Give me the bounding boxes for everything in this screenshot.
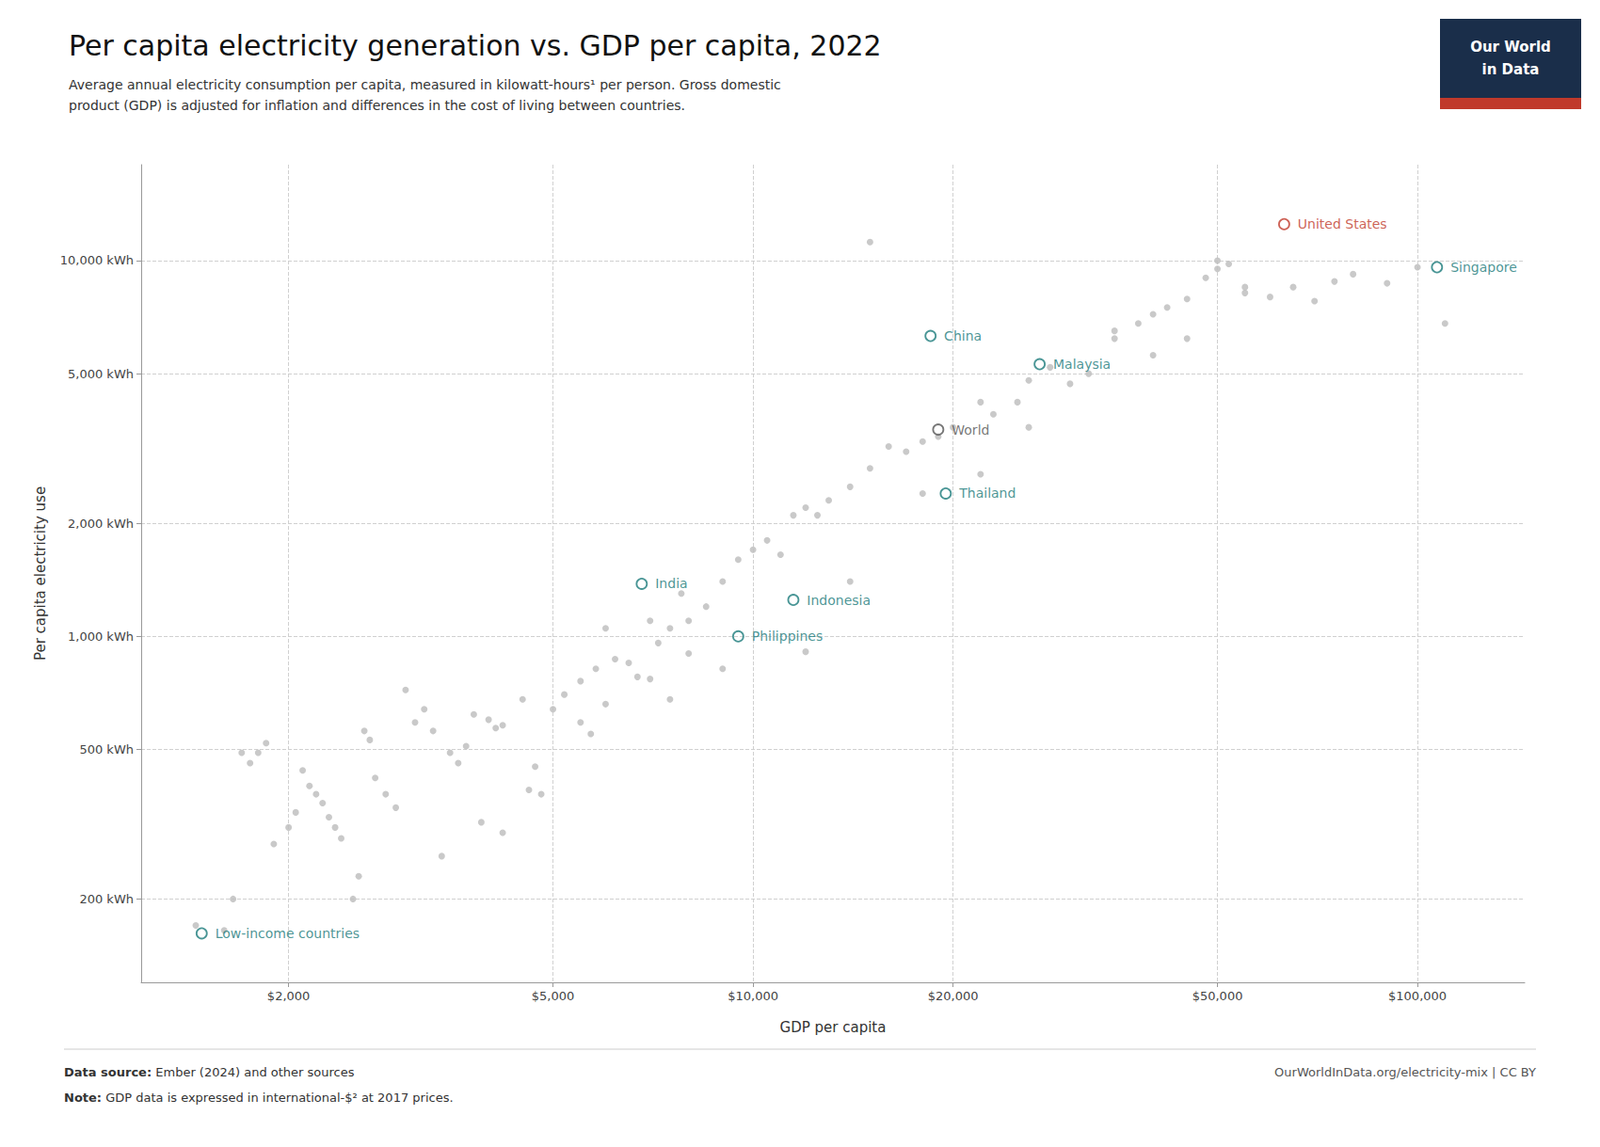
svg-text:GDP data is expressed in inter: GDP data is expressed in international-$…: [101, 1090, 454, 1105]
svg-text:$2,000: $2,000: [267, 989, 311, 1004]
svg-text:5,000 kWh: 5,000 kWh: [67, 367, 134, 382]
svg-text:OurWorldInData.org/electricity: OurWorldInData.org/electricity-mix | CC …: [1274, 1065, 1536, 1080]
svg-text:$10,000: $10,000: [727, 989, 779, 1004]
svg-text:product (GDP) is adjusted for: product (GDP) is adjusted for inflation …: [68, 97, 686, 113]
svg-text:10,000 kWh: 10,000 kWh: [60, 253, 134, 268]
svg-text:Per capita electricity use: Per capita electricity use: [32, 486, 49, 661]
svg-text:$5,000: $5,000: [531, 989, 576, 1004]
svg-text:Per capita electricity generat: Per capita electricity generation vs. GD…: [68, 29, 882, 63]
svg-text:Singapore: Singapore: [1450, 259, 1518, 275]
svg-text:$20,000: $20,000: [928, 989, 979, 1004]
svg-text:500 kWh: 500 kWh: [79, 742, 134, 757]
svg-text:Thailand: Thailand: [958, 485, 1016, 501]
svg-text:United States: United States: [1297, 216, 1388, 232]
svg-text:$50,000: $50,000: [1192, 989, 1244, 1004]
svg-text:in Data: in Data: [1482, 61, 1540, 79]
svg-text:GDP per capita: GDP per capita: [780, 1019, 887, 1037]
svg-text:200 kWh: 200 kWh: [79, 892, 134, 907]
svg-text:Average annual electricity con: Average annual electricity consumption p…: [68, 77, 782, 93]
svg-text:Ember (2024) and other sources: Ember (2024) and other sources: [151, 1065, 355, 1080]
svg-text:Malaysia: Malaysia: [1053, 356, 1111, 372]
svg-text:2,000 kWh: 2,000 kWh: [67, 516, 134, 531]
svg-text:Note:: Note:: [64, 1090, 102, 1105]
svg-text:Indonesia: Indonesia: [806, 592, 871, 608]
svg-text:Our World: Our World: [1470, 38, 1552, 56]
svg-text:India: India: [655, 576, 688, 592]
svg-text:Low-income countries: Low-income countries: [215, 926, 360, 942]
svg-text:$100,000: $100,000: [1388, 989, 1447, 1004]
svg-text:1,000 kWh: 1,000 kWh: [67, 629, 134, 644]
svg-text:China: China: [944, 328, 982, 344]
svg-text:Philippines: Philippines: [752, 628, 823, 644]
svg-text:Data source:: Data source:: [64, 1065, 152, 1080]
svg-text:World: World: [951, 422, 990, 438]
